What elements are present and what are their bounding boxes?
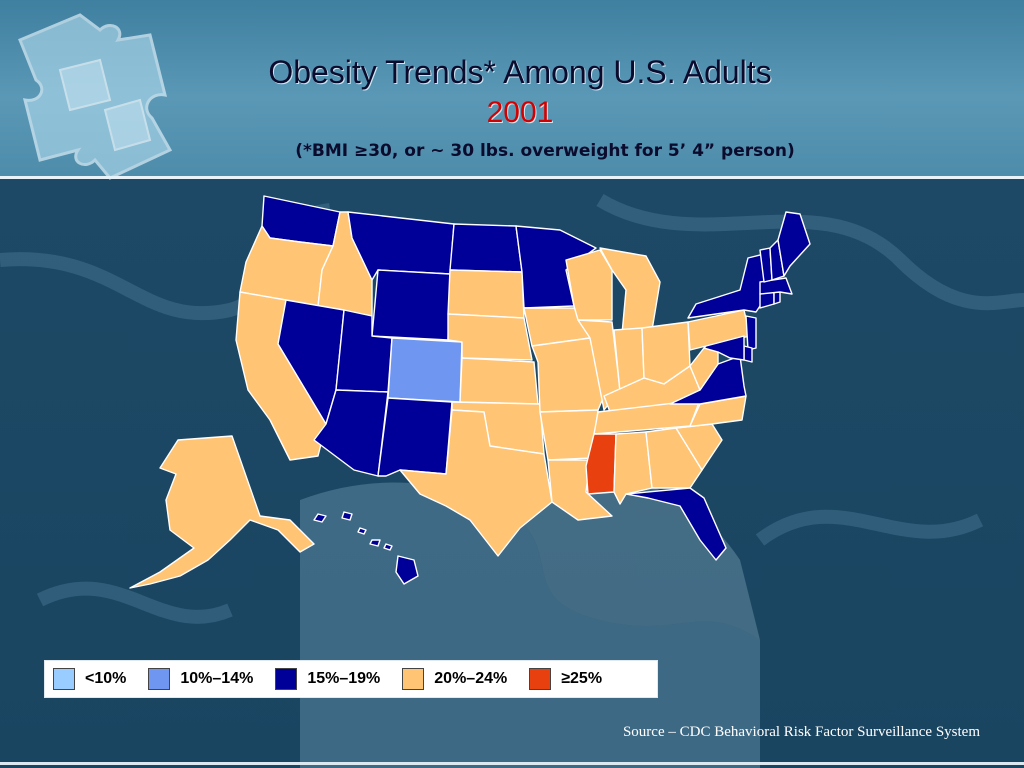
legend-swatch	[275, 668, 298, 690]
header-band	[0, 0, 1024, 176]
legend-label: 10%–14%	[180, 670, 254, 687]
state-GA	[645, 427, 703, 489]
state-ND	[449, 223, 523, 273]
state-NM	[377, 397, 453, 477]
state-MD	[703, 335, 745, 361]
legend-swatch	[53, 668, 75, 690]
legend-item: 10%–14%	[148, 668, 253, 690]
state-AK	[129, 435, 315, 589]
state-NY	[687, 253, 769, 319]
slide-year: 2001	[486, 96, 554, 129]
state-SD	[447, 269, 525, 319]
state-FL	[625, 487, 727, 561]
legend-label: 15%–19%	[307, 670, 381, 687]
puzzle-logo	[18, 13, 173, 180]
state-MS	[585, 433, 617, 495]
legend-item: ≥25%	[529, 668, 602, 690]
state-CO	[387, 337, 463, 403]
state-MA	[759, 277, 793, 295]
state-HI	[313, 511, 419, 585]
state-DE	[743, 345, 753, 363]
slide-title: Obesity Trends* Among U.S. Adults	[268, 54, 772, 90]
source-citation: Source – CDC Behavioral Risk Factor Surv…	[622, 724, 980, 740]
legend-item: <10%	[53, 668, 126, 690]
state-WY	[371, 269, 451, 341]
state-ME	[777, 211, 811, 277]
legend-swatch	[529, 668, 552, 690]
footer-divider	[0, 762, 1024, 765]
state-NJ	[745, 315, 757, 351]
legend-label: ≥25%	[561, 670, 603, 687]
state-WI	[565, 249, 613, 321]
legend-item: 20%–24%	[402, 668, 507, 690]
state-KS	[459, 357, 539, 405]
bmi-footnote: (*BMI ≥30, or ~ 30 lbs. overweight for 5…	[295, 141, 795, 161]
legend-label: 20%–24%	[434, 670, 508, 687]
state-WV	[689, 347, 719, 391]
map-legend: <10% 10%–14% 15%–19% 20%–24% ≥25%	[44, 660, 658, 698]
legend-swatch	[148, 668, 171, 690]
state-TX	[399, 409, 553, 557]
state-RI	[773, 291, 781, 305]
legend-item: 15%–19%	[275, 668, 380, 690]
state-MN	[515, 225, 597, 309]
legend-label: <10%	[85, 670, 127, 687]
legend-swatch	[402, 668, 425, 690]
header-divider	[0, 176, 1024, 179]
